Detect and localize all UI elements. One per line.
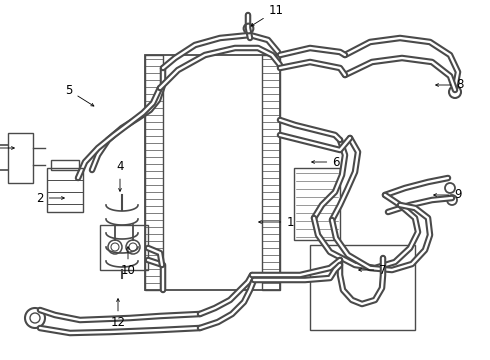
- Bar: [145, 55, 280, 290]
- Bar: [8, 133, 33, 183]
- Text: 6: 6: [312, 156, 340, 168]
- Bar: [262, 55, 280, 290]
- Text: 11: 11: [251, 4, 284, 26]
- Text: 9: 9: [434, 189, 462, 202]
- Text: 2: 2: [36, 192, 64, 204]
- Text: 5: 5: [65, 84, 94, 106]
- Text: 10: 10: [121, 247, 135, 278]
- Bar: [310, 245, 415, 330]
- Text: 12: 12: [111, 299, 125, 329]
- Bar: [294, 168, 340, 240]
- Bar: [145, 55, 163, 290]
- Text: 1: 1: [259, 216, 294, 229]
- Text: 8: 8: [436, 78, 464, 91]
- Bar: [51, 160, 79, 170]
- Text: 3: 3: [0, 141, 14, 154]
- Text: 4: 4: [116, 161, 124, 191]
- Bar: [100, 225, 148, 270]
- Bar: [47, 168, 83, 212]
- Text: 7: 7: [359, 264, 387, 276]
